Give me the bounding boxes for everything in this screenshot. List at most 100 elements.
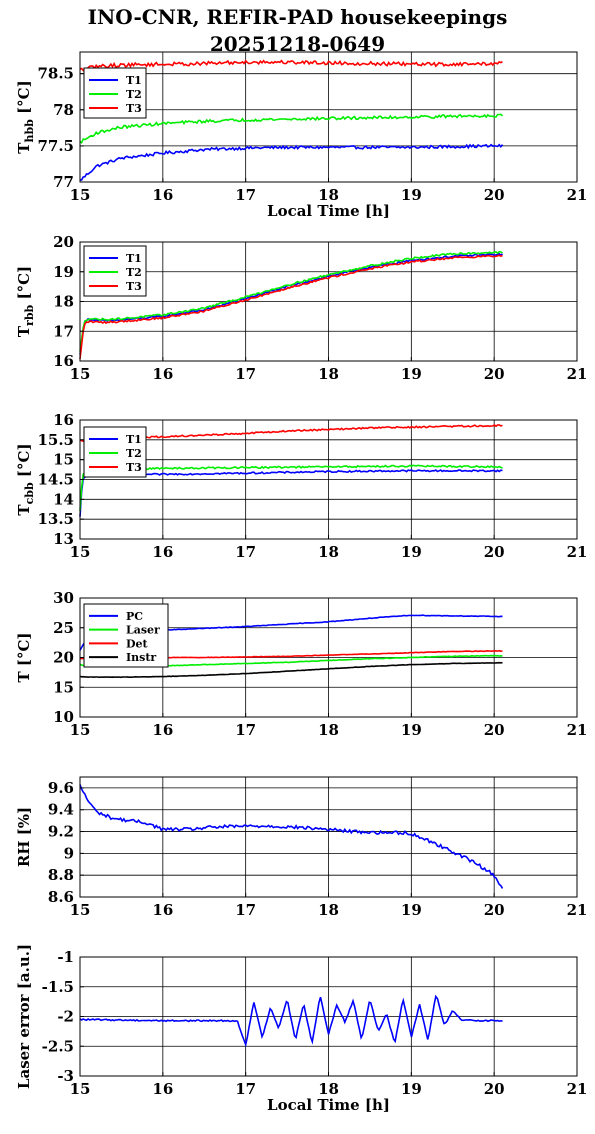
y-tick-label: -2 bbox=[57, 1008, 74, 1026]
x-tick-label: 21 bbox=[567, 543, 588, 561]
y-tick-label: -1 bbox=[57, 948, 74, 966]
chart-title-line-1: INO-CNR, REFIR-PAD housekeepings bbox=[87, 5, 508, 29]
y-tick-label: -1.5 bbox=[42, 978, 74, 996]
x-tick-label: 19 bbox=[401, 543, 422, 561]
x-tick-label: 16 bbox=[152, 365, 173, 383]
y-tick-label: 15 bbox=[53, 451, 74, 469]
x-tick-label: 15 bbox=[70, 1080, 91, 1098]
x-tick-label: 17 bbox=[235, 543, 256, 561]
y-tick-label: 30 bbox=[53, 589, 74, 607]
x-axis-label: Local Time [h] bbox=[267, 1096, 390, 1114]
legend-label-t3: T3 bbox=[126, 280, 142, 293]
y-axis-label: Tcbb [°C] bbox=[15, 443, 36, 515]
x-tick-label: 18 bbox=[318, 1080, 339, 1098]
legend-label-pc: PC bbox=[126, 610, 143, 623]
series-line-t1 bbox=[79, 469, 503, 517]
chart-panel-5: 15 16 17 18 19 20 21 8.6 8.8 9 9.2 9.4 9.6 RH [%] bbox=[15, 776, 588, 919]
x-tick-label: 17 bbox=[235, 901, 256, 919]
y-tick-label: 15.5 bbox=[37, 431, 74, 449]
x-tick-label: 21 bbox=[567, 1080, 588, 1098]
y-tick-label: 20 bbox=[53, 233, 74, 251]
y-tick-label: 13.5 bbox=[37, 510, 74, 528]
x-tick-label: 20 bbox=[484, 721, 505, 739]
x-tick-label: 15 bbox=[70, 365, 91, 383]
series-line-instr bbox=[79, 661, 503, 679]
x-tick-label: 18 bbox=[318, 365, 339, 383]
x-tick-label: 20 bbox=[484, 901, 505, 919]
y-tick-label: 77.5 bbox=[37, 137, 74, 155]
x-tick-label: 16 bbox=[152, 543, 173, 561]
x-tick-label: 18 bbox=[318, 721, 339, 739]
x-tick-label: 20 bbox=[484, 1080, 505, 1098]
y-tick-label: -2.5 bbox=[42, 1037, 74, 1055]
y-tick-label: 78 bbox=[53, 101, 74, 119]
legend-label-det: Det bbox=[126, 637, 149, 650]
y-axis-label: Thbb [°C] bbox=[15, 80, 36, 153]
y-tick-label: 15 bbox=[53, 678, 74, 696]
x-tick-label: 18 bbox=[318, 901, 339, 919]
legend-label-t2: T2 bbox=[126, 447, 142, 460]
x-tick-label: 21 bbox=[567, 186, 588, 204]
x-tick-label: 20 bbox=[484, 543, 505, 561]
series-line-t2 bbox=[79, 250, 503, 352]
x-tick-label: 18 bbox=[318, 186, 339, 204]
x-tick-label: 16 bbox=[152, 901, 173, 919]
x-tick-label: 20 bbox=[484, 186, 505, 204]
x-tick-label: 21 bbox=[567, 365, 588, 383]
y-tick-label: 9.4 bbox=[48, 801, 74, 819]
legend-label-t1: T1 bbox=[126, 433, 142, 446]
legend-label-t2: T2 bbox=[126, 266, 142, 279]
x-tick-label: 19 bbox=[401, 365, 422, 383]
x-tick-label: 19 bbox=[401, 721, 422, 739]
series-line-t3 bbox=[79, 59, 503, 72]
legend-label-t3: T3 bbox=[126, 461, 142, 474]
x-tick-label: 17 bbox=[235, 1080, 256, 1098]
x-tick-label: 21 bbox=[567, 901, 588, 919]
y-tick-label: 78.5 bbox=[37, 65, 74, 83]
legend-label-laser: Laser bbox=[126, 624, 160, 637]
x-axis-label: Local Time [h] bbox=[267, 202, 390, 220]
x-tick-label: 17 bbox=[235, 365, 256, 383]
x-tick-label: 17 bbox=[235, 721, 256, 739]
y-tick-label: 16 bbox=[53, 411, 74, 429]
y-tick-label: 19 bbox=[53, 263, 74, 281]
y-tick-label: 8.6 bbox=[48, 888, 74, 906]
x-tick-label: 16 bbox=[152, 1080, 173, 1098]
legend-label-t1: T1 bbox=[126, 74, 142, 87]
legend-label-t1: T1 bbox=[126, 252, 142, 265]
y-tick-label: 10 bbox=[53, 708, 74, 726]
y-tick-label: 14.5 bbox=[37, 471, 74, 489]
y-axis-label: T [°C] bbox=[15, 632, 33, 682]
x-tick-label: 15 bbox=[70, 721, 91, 739]
y-tick-label: 8.8 bbox=[48, 866, 74, 884]
y-tick-label: 25 bbox=[53, 619, 74, 637]
series-line-t2 bbox=[79, 464, 503, 511]
y-tick-label: 18 bbox=[53, 293, 74, 311]
y-axis-label: Trbb [°C] bbox=[15, 266, 36, 337]
y-axis-label: Laser error [a.u.] bbox=[15, 944, 33, 1089]
y-tick-label: 9 bbox=[64, 844, 74, 862]
x-tick-label: 17 bbox=[235, 186, 256, 204]
chart-panel-1: 15 16 17 18 19 20 21 77 77.5 78 78.5 Local Time [h]… bbox=[15, 51, 588, 220]
y-axis-label: RH [%] bbox=[15, 807, 33, 867]
x-tick-label: 15 bbox=[70, 186, 91, 204]
legend-label-instr: Instr bbox=[126, 651, 156, 664]
x-tick-label: 19 bbox=[401, 186, 422, 204]
x-tick-label: 20 bbox=[484, 365, 505, 383]
y-tick-label: -3 bbox=[57, 1067, 74, 1085]
y-tick-label: 16 bbox=[53, 352, 74, 370]
x-tick-label: 19 bbox=[401, 1080, 422, 1098]
series-line-t3 bbox=[79, 424, 503, 443]
series-line bbox=[79, 784, 504, 889]
x-tick-label: 15 bbox=[70, 543, 91, 561]
legend-label-t2: T2 bbox=[126, 88, 142, 101]
y-tick-label: 14 bbox=[53, 490, 74, 508]
y-tick-label: 17 bbox=[53, 322, 74, 340]
series-line-t2 bbox=[79, 113, 504, 144]
